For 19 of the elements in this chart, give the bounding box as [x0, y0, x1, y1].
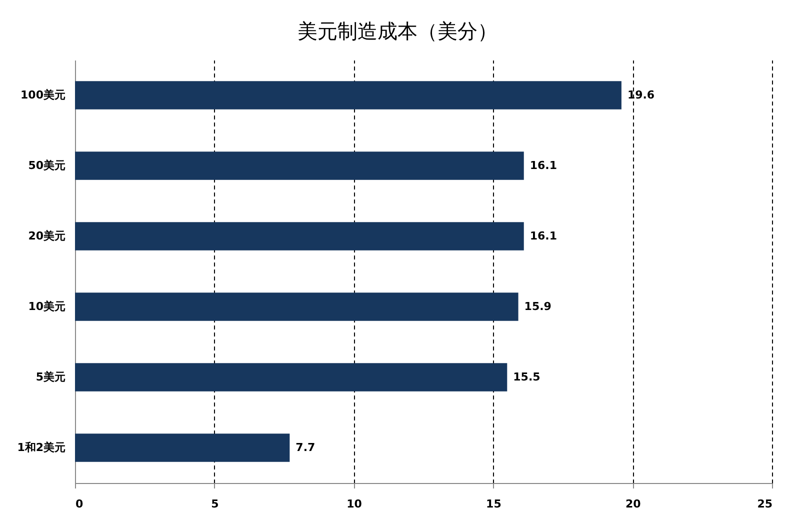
x-tick-label: 20	[625, 498, 642, 510]
data-label: 7.7	[296, 440, 316, 454]
chart-title: 美元制造成本（美分）	[298, 19, 498, 43]
data-label: 19.6	[627, 88, 655, 102]
data-label: 15.9	[524, 300, 552, 313]
y-tick-label: 10美元	[28, 300, 66, 313]
x-tick-label: 10	[346, 498, 362, 510]
data-label: 16.1	[530, 158, 558, 172]
y-tick-label: 50美元	[28, 158, 66, 172]
x-tick-label: 25	[757, 498, 772, 510]
x-tick-label: 5	[211, 498, 219, 510]
y-tick-label: 20美元	[28, 229, 66, 242]
data-label: 15.5	[513, 370, 540, 384]
x-tick-label: 0	[76, 498, 84, 510]
y-tick-label: 5美元	[36, 370, 66, 384]
y-tick-label: 100美元	[20, 88, 66, 102]
data-label: 16.1	[530, 229, 558, 242]
y-tick-label: 1和2美元	[17, 440, 66, 454]
x-tick-label: 15	[486, 498, 502, 510]
